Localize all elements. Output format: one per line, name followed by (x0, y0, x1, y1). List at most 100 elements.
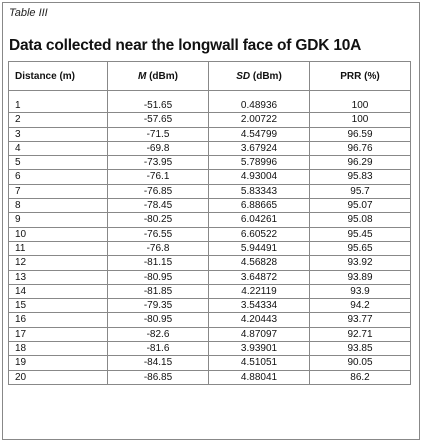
cell-mean: -71.5 (107, 127, 209, 142)
table-body: 1 -51.65 0.48936 100 2 -57.65 2.00722 100 3 -71.5… (8, 90, 411, 385)
table-row: 16 -80.95 4.20443 93.77 (8, 312, 411, 328)
cell-mean: -57.65 (107, 112, 209, 128)
cell-distance: 9 (8, 212, 108, 228)
cell-prr: 93.89 (309, 270, 411, 285)
cell-prr: 95.65 (309, 241, 411, 257)
table-row: 18 -81.6 3.93901 93.85 (8, 341, 411, 357)
table-row: 6 -76.1 4.93004 95.83 (8, 169, 411, 185)
cell-distance: 1 (8, 99, 108, 114)
cell-prr: 93.85 (309, 341, 411, 357)
table-row: 7 -76.85 5.83343 95.7 (8, 184, 411, 200)
table-row: 15 -79.35 3.54334 94.2 (8, 298, 411, 314)
cell-distance: 18 (8, 341, 108, 357)
cell-mean: -82.6 (107, 327, 209, 343)
table-title: Data collected near the longwall face of… (9, 37, 362, 54)
cell-distance: 3 (8, 127, 108, 142)
cell-sd: 5.94491 (208, 241, 310, 257)
cell-prr: 94.2 (309, 298, 411, 314)
data-table: Distance (m) M (dBm) SD (dBm) PRR (%) 1-… (8, 61, 411, 385)
cell-mean: -81.6 (107, 341, 209, 357)
cell-distance: 12 (8, 255, 108, 271)
cell-distance: 20 (8, 370, 108, 385)
header-sd-symbol: SD (236, 70, 251, 82)
cell-mean: -76.55 (107, 227, 209, 242)
spacer-row (8, 90, 411, 99)
cell-distance: 7 (8, 184, 108, 200)
cell-mean: -79.35 (107, 298, 209, 314)
cell-mean: -73.95 (107, 155, 209, 171)
cell-mean: -80.25 (107, 212, 209, 228)
table-row: 12 -81.15 4.56828 93.92 (8, 255, 411, 271)
header-sd: SD (dBm) (208, 61, 310, 91)
cell-mean: -76.85 (107, 184, 209, 200)
cell-sd: 4.22119 (208, 284, 310, 300)
cell-sd: 4.87097 (208, 327, 310, 343)
cell-distance: 6 (8, 169, 108, 185)
cell-mean: -84.15 (107, 355, 209, 371)
table-row: 10 -76.55 6.60522 95.45 (8, 227, 411, 242)
cell-distance: 2 (8, 112, 108, 128)
table-row: 5 -73.95 5.78996 96.29 (8, 155, 411, 171)
cell-mean: -69.8 (107, 141, 209, 157)
cell-sd: 4.88041 (208, 370, 310, 385)
cell-prr: 95.07 (309, 198, 411, 214)
cell-prr: 95.45 (309, 227, 411, 242)
cell-mean: -80.95 (107, 312, 209, 328)
header-mean-unit: (dBm) (146, 70, 178, 82)
cell-sd: 4.93004 (208, 169, 310, 185)
cell-sd: 4.54799 (208, 127, 310, 142)
table-row: 14 -81.85 4.22119 93.9 (8, 284, 411, 300)
cell-distance: 19 (8, 355, 108, 371)
header-mean: M (dBm) (107, 61, 209, 91)
header-mean-symbol: M (137, 70, 147, 82)
table-row: 19 -84.15 4.51051 90.05 (8, 355, 411, 371)
cell-prr: 95.08 (309, 212, 411, 228)
cell-sd: 6.04261 (208, 212, 310, 228)
table-row: 13 -80.95 3.64872 93.89 (8, 270, 411, 285)
cell-prr: 100 (309, 99, 411, 114)
cell-sd: 3.67924 (208, 141, 310, 157)
header-row: Distance (m) M (dBm) SD (dBm) PRR (%) (8, 61, 411, 91)
table-number: Table III (9, 7, 48, 19)
cell-distance: 4 (8, 141, 108, 157)
cell-sd: 4.56828 (208, 255, 310, 271)
cell-sd: 0.48936 (208, 99, 310, 114)
cell-prr: 93.92 (309, 255, 411, 271)
cell-prr: 90.05 (309, 355, 411, 371)
cell-mean: -81.85 (107, 284, 209, 300)
cell-sd: 4.20443 (208, 312, 310, 328)
cell-prr: 93.9 (309, 284, 411, 300)
cell-prr: 96.59 (309, 127, 411, 142)
cell-distance: 10 (8, 227, 108, 242)
cell-distance: 8 (8, 198, 108, 214)
cell-sd: 3.93901 (208, 341, 310, 357)
table-frame (2, 2, 420, 440)
cell-mean: -76.8 (107, 241, 209, 257)
cell-prr: 96.29 (309, 155, 411, 171)
table-row: 3 -71.5 4.54799 96.59 (8, 127, 411, 142)
header-distance: Distance (m) (8, 61, 108, 91)
cell-mean: -80.95 (107, 270, 209, 285)
table-row: 11 -76.8 5.94491 95.65 (8, 241, 411, 257)
cell-sd: 4.51051 (208, 355, 310, 371)
cell-sd: 2.00722 (208, 112, 310, 128)
cell-distance: 15 (8, 298, 108, 314)
cell-distance: 5 (8, 155, 108, 171)
table-row: 2 -57.65 2.00722 100 (8, 112, 411, 128)
cell-prr: 95.7 (309, 184, 411, 200)
header-sd-unit: (dBm) (250, 70, 282, 82)
cell-prr: 100 (309, 112, 411, 128)
cell-mean: -76.1 (107, 169, 209, 185)
table-row: 17 -82.6 4.87097 92.71 (8, 327, 411, 343)
cell-sd: 6.60522 (208, 227, 310, 242)
cell-prr: 95.83 (309, 169, 411, 185)
table-row: 20 -86.85 4.88041 86.2 (8, 370, 411, 385)
cell-mean: -86.85 (107, 370, 209, 385)
cell-distance: 16 (8, 312, 108, 328)
cell-prr: 96.76 (309, 141, 411, 157)
header-prr: PRR (%) (309, 61, 411, 91)
cell-prr: 92.71 (309, 327, 411, 343)
cell-distance: 11 (8, 241, 108, 257)
table-row: 8 -78.45 6.88665 95.07 (8, 198, 411, 214)
cell-mean: -81.15 (107, 255, 209, 271)
